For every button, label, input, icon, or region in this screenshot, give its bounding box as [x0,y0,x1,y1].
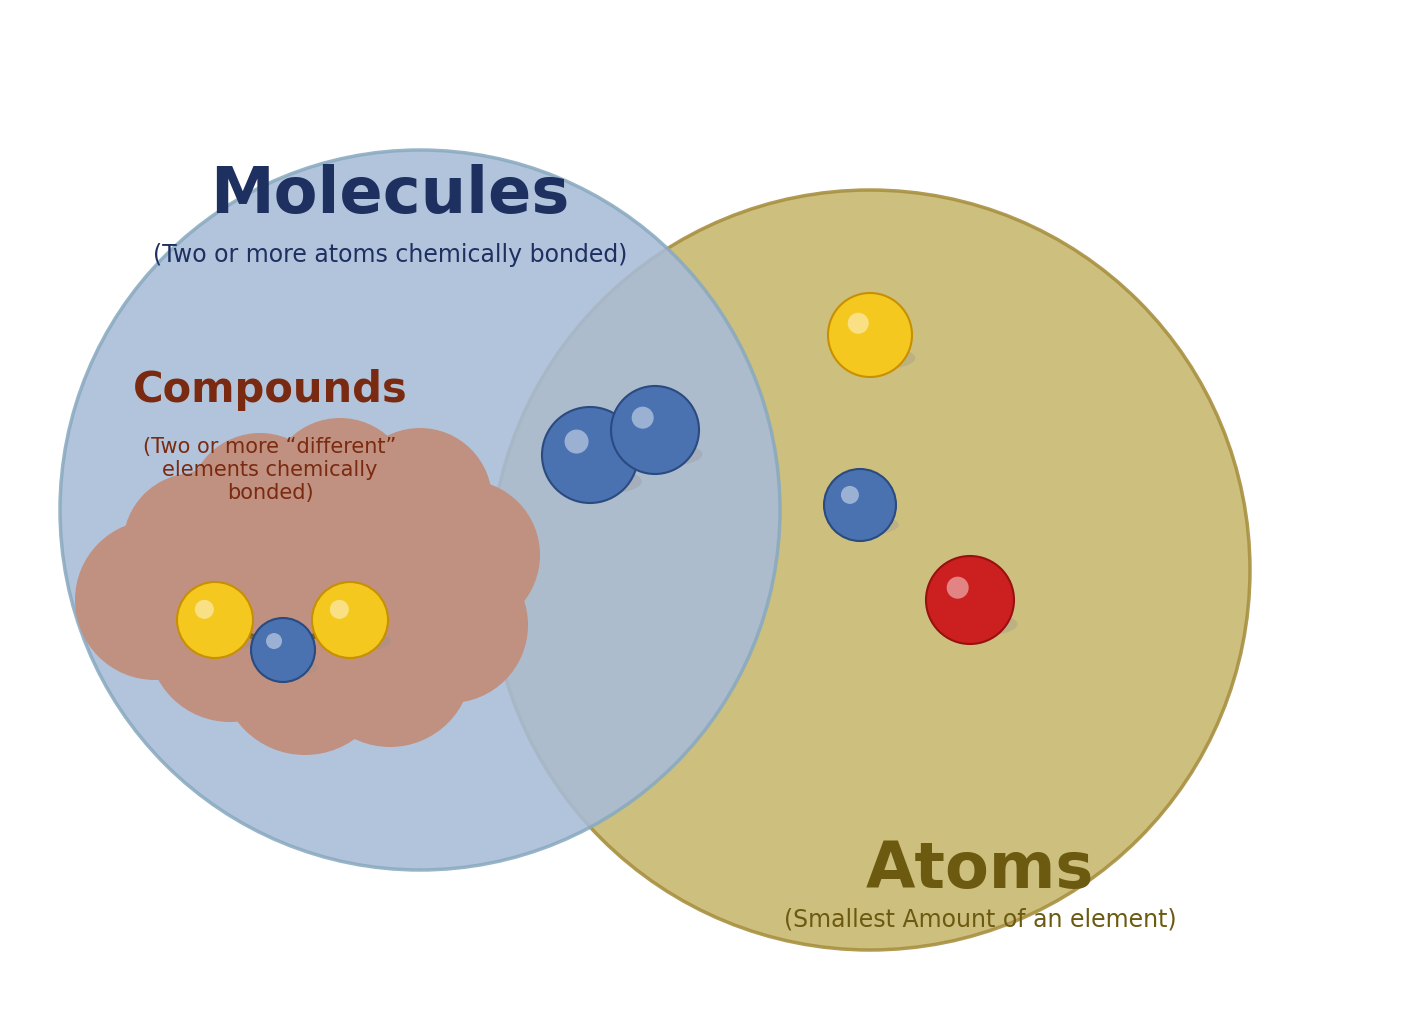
Circle shape [250,618,316,682]
Ellipse shape [260,658,317,676]
Circle shape [848,313,869,333]
Ellipse shape [556,469,642,494]
Circle shape [925,556,1015,644]
Circle shape [267,418,412,562]
Circle shape [490,190,1249,950]
Text: (Two or more atoms chemically bonded): (Two or more atoms chemically bonded) [153,243,627,267]
Ellipse shape [938,612,1017,637]
Text: (Two or more “different”
elements chemically
bonded): (Two or more “different” elements chemic… [143,437,396,504]
Ellipse shape [833,515,899,535]
Ellipse shape [624,442,702,466]
Circle shape [59,150,780,870]
Circle shape [75,520,235,680]
Circle shape [308,583,473,747]
Ellipse shape [188,631,256,651]
Circle shape [828,293,913,377]
Circle shape [200,470,420,690]
Circle shape [372,547,528,703]
Ellipse shape [839,347,916,369]
Circle shape [947,577,969,599]
Circle shape [824,469,896,541]
Circle shape [391,480,541,630]
Circle shape [123,473,267,617]
Circle shape [142,467,299,623]
Ellipse shape [323,631,391,651]
Circle shape [565,429,589,453]
Text: (Smallest Amount of an element): (Smallest Amount of an element) [784,908,1176,932]
Circle shape [219,585,391,755]
Circle shape [188,433,333,577]
Circle shape [542,407,638,503]
Circle shape [611,386,699,474]
Circle shape [149,558,311,722]
Circle shape [841,486,859,504]
Circle shape [311,582,388,658]
Circle shape [266,633,282,649]
Circle shape [631,407,654,428]
Text: Atoms: Atoms [866,839,1094,901]
Circle shape [330,600,350,619]
Text: Molecules: Molecules [211,164,570,226]
Circle shape [177,582,253,658]
Circle shape [195,600,214,619]
Text: Compounds: Compounds [133,369,408,411]
Circle shape [348,428,492,572]
